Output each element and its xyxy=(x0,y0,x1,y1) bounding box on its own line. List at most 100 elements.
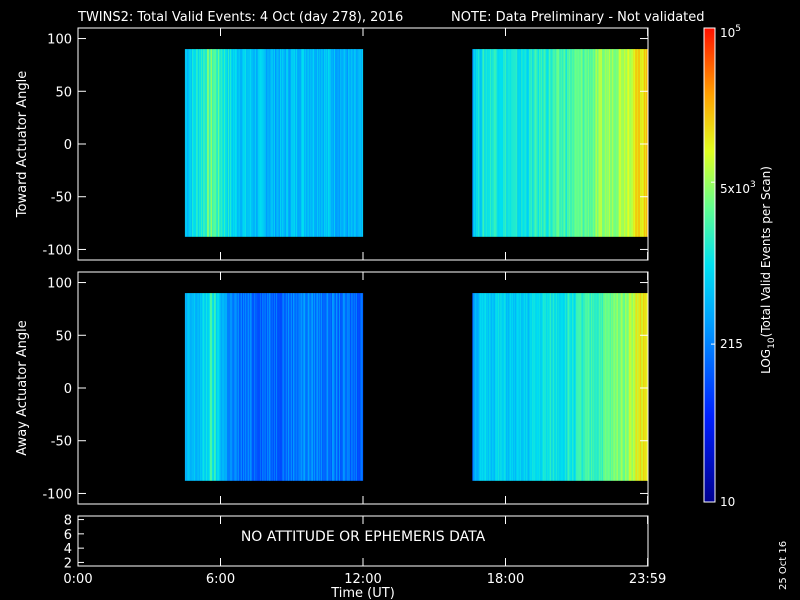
heatmap-column xyxy=(555,49,557,237)
heatmap-column xyxy=(233,49,236,237)
heatmap-column xyxy=(250,293,253,481)
heatmap-column xyxy=(574,49,576,237)
heatmap-column xyxy=(483,49,485,237)
heatmap-column xyxy=(646,293,648,481)
heatmap-column xyxy=(204,293,207,481)
heatmap-column xyxy=(504,293,506,481)
heatmap-column xyxy=(315,49,318,237)
heatmap-column xyxy=(516,293,518,481)
heatmap-column xyxy=(305,293,308,481)
heatmap-column xyxy=(577,293,579,481)
colorbar-tick-label: 215 xyxy=(720,337,743,351)
heatmap-column xyxy=(622,293,624,481)
heatmap-column xyxy=(639,49,641,237)
heatmap-column xyxy=(641,49,643,237)
heatmap-column xyxy=(240,293,243,481)
away-panel: 100 50 0 -50 -100 Away Actuator Angle xyxy=(15,271,649,505)
heatmap-column xyxy=(338,49,341,237)
heatmap-column xyxy=(638,293,640,481)
heatmap-column xyxy=(641,293,643,481)
heatmap-column xyxy=(611,293,613,481)
heatmap-column xyxy=(496,49,498,237)
heatmap-column xyxy=(531,293,533,481)
heatmap-column xyxy=(503,49,505,237)
heatmap-column xyxy=(314,49,317,237)
heatmap-column xyxy=(554,49,556,237)
heatmap-column xyxy=(587,293,589,481)
heatmap-column xyxy=(494,49,496,237)
heatmap-column xyxy=(612,49,614,237)
heatmap-column xyxy=(525,293,527,481)
heatmap-column xyxy=(241,293,244,481)
heatmap-column xyxy=(317,49,320,237)
heatmap-column xyxy=(581,49,583,237)
heatmap-column xyxy=(225,49,228,237)
heatmap-column xyxy=(324,49,327,237)
heatmap-column xyxy=(255,293,258,481)
heatmap-column xyxy=(478,293,480,481)
heatmap-column xyxy=(336,293,339,481)
heatmap-column xyxy=(605,49,607,237)
heatmap-column xyxy=(597,49,599,237)
heatmap-column xyxy=(253,293,256,481)
heatmap-column xyxy=(215,293,218,481)
heatmap-column xyxy=(586,293,588,481)
heatmap-column xyxy=(361,293,364,481)
heatmap-column xyxy=(330,293,333,481)
heatmap-column xyxy=(541,49,543,237)
heatmap-column xyxy=(197,49,200,237)
heatmap-column xyxy=(358,49,361,237)
heatmap-column xyxy=(219,293,222,481)
heatmap-column xyxy=(187,49,190,237)
colorbar-mid-label: 5x103 xyxy=(720,180,756,196)
heatmap-column xyxy=(599,293,601,481)
heatmap-column xyxy=(290,293,293,481)
x-tick-label: 12:00 xyxy=(344,572,381,587)
heatmap-column xyxy=(481,293,483,481)
heatmap-column xyxy=(526,49,528,237)
heatmap-column xyxy=(525,49,527,237)
heatmap-column xyxy=(509,293,511,481)
heatmap-column xyxy=(495,49,497,237)
heatmap-column xyxy=(548,293,550,481)
heatmap-column xyxy=(202,49,205,237)
heatmap-column xyxy=(587,49,589,237)
y-tick-label: -100 xyxy=(42,487,72,502)
heatmap-column xyxy=(296,49,299,237)
heatmap-column xyxy=(262,49,265,237)
heatmap-column xyxy=(234,49,237,237)
heatmap-column xyxy=(565,293,567,481)
heatmap-column xyxy=(527,293,529,481)
heatmap-column xyxy=(275,293,278,481)
heatmap-column xyxy=(487,49,489,237)
colorbar-frame xyxy=(703,27,716,503)
heatmap-column xyxy=(281,49,284,237)
heatmap-column xyxy=(606,49,608,237)
heatmap-column xyxy=(640,293,642,481)
x-tick-label: 18:00 xyxy=(487,572,524,587)
heatmap-column xyxy=(223,49,226,237)
heatmap-column xyxy=(509,49,511,237)
heatmap-column xyxy=(571,49,573,237)
heatmap-column xyxy=(527,49,529,237)
heatmap-column xyxy=(576,293,578,481)
heatmap-column xyxy=(296,293,299,481)
heatmap-column xyxy=(307,49,310,237)
heatmap-column xyxy=(253,49,256,237)
heatmap-column xyxy=(335,293,338,481)
heatmap-column xyxy=(636,49,638,237)
heatmap-column xyxy=(278,293,281,481)
heatmap-column xyxy=(603,49,605,237)
heatmap-column xyxy=(545,49,547,237)
heatmap-column xyxy=(235,49,238,237)
heatmap-column xyxy=(632,293,634,481)
heatmap-column xyxy=(644,293,646,481)
heatmap-column xyxy=(190,49,193,237)
heatmap-column xyxy=(187,293,190,481)
heatmap-column xyxy=(472,49,474,237)
heatmap-column xyxy=(630,49,632,237)
y-tick-label: 0 xyxy=(64,138,72,153)
heatmap-column xyxy=(529,49,531,237)
heatmap-column xyxy=(320,293,323,481)
heatmap-column xyxy=(338,293,341,481)
